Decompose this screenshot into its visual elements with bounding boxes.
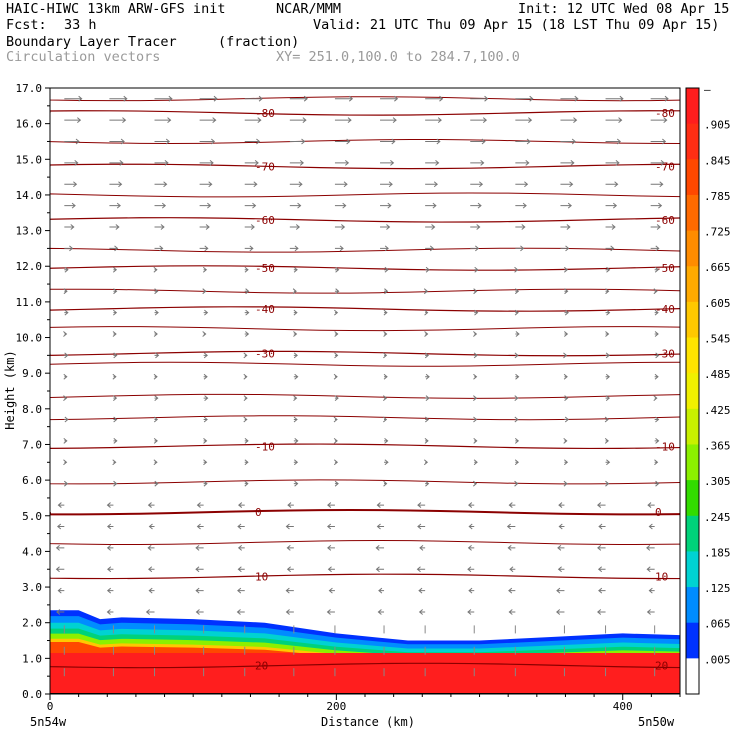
y-axis: 0.0 1.0 2.0 3.0 4.0 5.0 6.0 7.0 8.0 9.0 10.0 11.0 12…	[16, 82, 51, 701]
colorbar-swatch	[686, 88, 699, 124]
x-tick-label: 400	[613, 700, 633, 713]
colorbar-label: .845	[704, 154, 731, 167]
colorbar-swatch	[686, 551, 699, 587]
colorbar-swatch	[686, 373, 699, 409]
y-tick-label: 13.0	[16, 225, 43, 238]
contour-label: -60	[255, 214, 275, 227]
colorbar-swatch	[686, 159, 699, 195]
contour-label: -30	[655, 348, 675, 361]
colorbar-swatch	[686, 409, 699, 445]
contour-label: -30	[255, 348, 275, 361]
colorbar-swatch	[686, 124, 699, 160]
colorbar-swatch	[686, 266, 699, 302]
colorbar-swatch	[686, 444, 699, 480]
contour-label: -40	[655, 303, 675, 316]
colorbar-label: .005	[704, 653, 731, 666]
colorbar-label: .665	[704, 261, 731, 274]
x-end-location: 5n50w	[638, 715, 675, 729]
x-tick-label: 0	[47, 700, 54, 713]
y-tick-label: 12.0	[16, 260, 43, 273]
colorbar-label: .605	[704, 297, 731, 310]
colorbar-swatch	[686, 658, 699, 694]
y-tick-label: 17.0	[16, 82, 43, 95]
y-tick-label: 6.0	[22, 474, 42, 487]
colorbar-label: .305	[704, 475, 731, 488]
y-tick-label: 4.0	[22, 545, 42, 558]
y-tick-label: 10.0	[16, 332, 43, 345]
y-tick-label: 5.0	[22, 510, 42, 523]
colorbar-label: .425	[704, 404, 731, 417]
colorbar-swatch	[686, 516, 699, 552]
contour-label: -50	[655, 262, 675, 275]
colorbar-label: .785	[704, 190, 731, 203]
contour-label: -50	[255, 262, 275, 275]
colorbar-swatch	[686, 231, 699, 267]
tracer-saturated-layer	[50, 653, 680, 694]
y-tick-label: 7.0	[22, 438, 42, 451]
colorbar-label: .485	[704, 368, 731, 381]
colorbar-label: .125	[704, 582, 731, 595]
contour-label: 0	[655, 506, 662, 519]
colorbar-label: –	[704, 83, 711, 96]
y-tick-label: 14.0	[16, 189, 43, 202]
colorbar-label: .545	[704, 333, 731, 346]
contour-label: -40	[255, 303, 275, 316]
colorbar-label: .185	[704, 546, 731, 559]
contour-label: 0	[255, 506, 262, 519]
contour-label: 10	[255, 570, 268, 583]
y-tick-label: 11.0	[16, 296, 43, 309]
colorbar-label: .365	[704, 439, 731, 452]
x-axis: 0 200 400	[47, 694, 680, 713]
x-start-location: 5n54w	[30, 715, 67, 729]
colorbar-swatch	[686, 587, 699, 623]
y-tick-label: 0.0	[22, 688, 42, 701]
y-tick-label: 3.0	[22, 581, 42, 594]
colorbar-swatch	[686, 623, 699, 659]
colorbar-swatch	[686, 480, 699, 516]
y-tick-label: 1.0	[22, 652, 42, 665]
colorbar-swatch	[686, 302, 699, 338]
colorbar-swatch	[686, 338, 699, 374]
x-tick-label: 200	[326, 700, 346, 713]
colorbar-swatch	[686, 195, 699, 231]
y-axis-label: Height (km)	[3, 350, 17, 429]
plot-area	[50, 88, 680, 694]
y-tick-label: 16.0	[16, 118, 43, 131]
contour-label: 20	[655, 659, 668, 672]
colorbar-label: .725	[704, 226, 731, 239]
colorbar-label: .905	[704, 119, 731, 132]
x-axis-label: Distance (km)	[321, 715, 415, 729]
y-tick-label: 8.0	[22, 403, 42, 416]
contour-label: 10	[655, 570, 668, 583]
contour-label: -10	[655, 440, 675, 453]
colorbar: – .905 .845 .785 .725 .665 .605 .545 .485 .425 .36…	[686, 83, 731, 695]
contour-label: 20	[255, 659, 268, 672]
y-tick-label: 2.0	[22, 617, 42, 630]
contour-label: -10	[255, 440, 275, 453]
colorbar-label: .065	[704, 618, 731, 631]
y-tick-label: 15.0	[16, 153, 43, 166]
y-tick-label: 9.0	[22, 367, 42, 380]
colorbar-label: .245	[704, 511, 731, 524]
